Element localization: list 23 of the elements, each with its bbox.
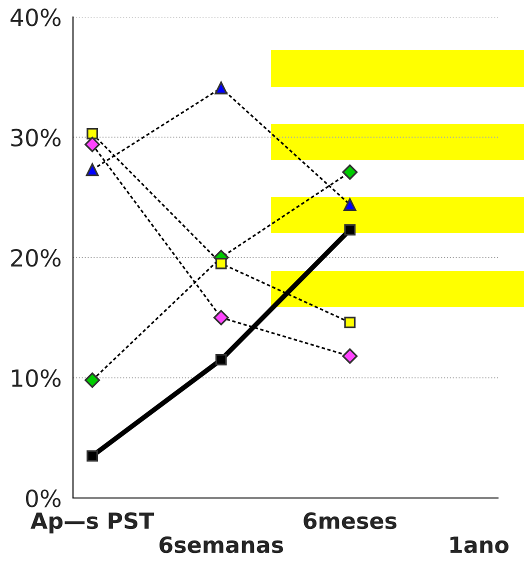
x-tick-label: 6semanas xyxy=(160,536,284,554)
y-tick-label: 10% xyxy=(12,369,61,388)
point xyxy=(342,348,358,364)
point xyxy=(84,372,100,388)
point xyxy=(214,82,228,94)
x-tick-label: Ap—s PST xyxy=(30,512,154,534)
point xyxy=(86,128,98,140)
point xyxy=(342,164,358,180)
x-tick-label: 6meses xyxy=(304,512,396,530)
y-tick-label: 40% xyxy=(10,8,61,26)
point xyxy=(86,163,99,176)
y-tick-label: 30% xyxy=(11,128,61,147)
y-tick-label: 0% xyxy=(26,489,61,508)
point xyxy=(215,258,227,270)
point xyxy=(344,198,356,211)
point xyxy=(215,354,227,366)
y-tick-label: 20% xyxy=(11,248,61,267)
x-tick-label: 1ano xyxy=(450,536,508,554)
point xyxy=(86,450,98,462)
point xyxy=(84,136,100,152)
point xyxy=(213,310,229,326)
point xyxy=(344,316,356,328)
point xyxy=(344,224,356,236)
